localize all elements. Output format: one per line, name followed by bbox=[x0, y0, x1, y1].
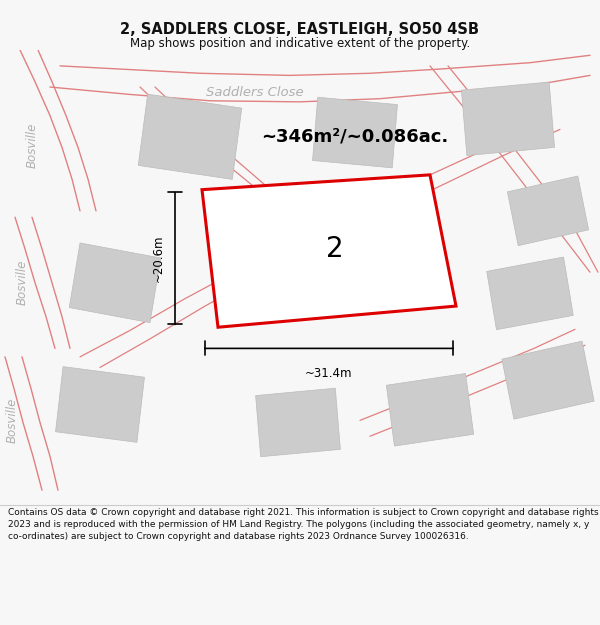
Text: Bosville: Bosville bbox=[5, 398, 19, 443]
Text: Bosville: Bosville bbox=[25, 122, 38, 168]
Text: 2: 2 bbox=[326, 236, 343, 264]
Text: ~31.4m: ~31.4m bbox=[305, 368, 353, 381]
Polygon shape bbox=[461, 82, 554, 156]
Polygon shape bbox=[508, 176, 589, 246]
Text: ~346m²/~0.086ac.: ~346m²/~0.086ac. bbox=[262, 127, 449, 146]
Text: ~20.6m: ~20.6m bbox=[152, 235, 165, 282]
Polygon shape bbox=[313, 98, 397, 168]
Polygon shape bbox=[386, 374, 473, 446]
Text: Saddlers Close: Saddlers Close bbox=[206, 86, 304, 99]
Text: 2, SADDLERS CLOSE, EASTLEIGH, SO50 4SB: 2, SADDLERS CLOSE, EASTLEIGH, SO50 4SB bbox=[121, 22, 479, 37]
Text: Contains OS data © Crown copyright and database right 2021. This information is : Contains OS data © Crown copyright and d… bbox=[8, 508, 598, 541]
Text: Map shows position and indicative extent of the property.: Map shows position and indicative extent… bbox=[130, 38, 470, 51]
Polygon shape bbox=[138, 94, 242, 179]
Polygon shape bbox=[256, 388, 340, 457]
Text: Bosville: Bosville bbox=[16, 260, 29, 306]
Polygon shape bbox=[69, 243, 161, 322]
Polygon shape bbox=[56, 367, 145, 442]
Polygon shape bbox=[202, 175, 456, 328]
Polygon shape bbox=[487, 257, 573, 330]
Polygon shape bbox=[502, 341, 594, 419]
